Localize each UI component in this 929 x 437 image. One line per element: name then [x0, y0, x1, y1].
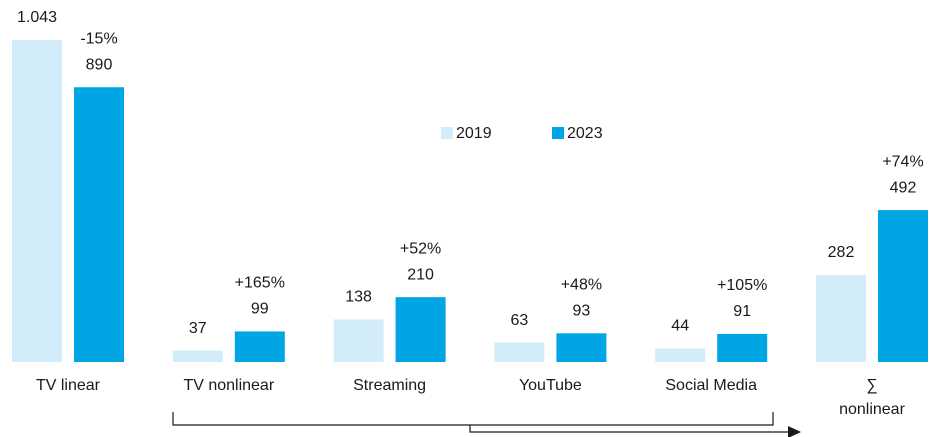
change-label: +74% [882, 153, 923, 170]
x-tick-label: TV linear [35, 377, 101, 394]
value-label: 138 [345, 289, 372, 306]
x-tick-label: YouTube [518, 377, 582, 394]
value-label: 210 [407, 266, 434, 283]
value-label: 1.043 [17, 9, 57, 26]
value-label: 99 [251, 301, 269, 318]
bar [395, 297, 446, 362]
bar [717, 333, 768, 362]
legend-label: 2023 [567, 125, 603, 142]
value-label: 44 [671, 318, 689, 335]
x-tick-label: ∑ nonlinear [839, 377, 905, 418]
legend-swatch [552, 127, 564, 139]
legend-label: 2019 [456, 125, 492, 142]
bar [172, 350, 223, 362]
bar [234, 331, 285, 362]
arrow-head [788, 426, 801, 437]
bracket [172, 412, 790, 433]
bar [494, 342, 545, 362]
bar [655, 348, 706, 362]
bar [74, 87, 124, 363]
bar [816, 274, 866, 362]
bar [333, 319, 384, 362]
value-label: 37 [189, 320, 207, 337]
change-label: +165% [235, 275, 285, 292]
value-label: 91 [733, 303, 751, 320]
bar [878, 210, 928, 362]
legend-swatch [441, 127, 453, 139]
value-label: 492 [890, 179, 917, 196]
bar [556, 333, 607, 362]
value-label: 282 [828, 244, 855, 261]
change-label: +52% [400, 240, 441, 257]
bar [12, 40, 62, 362]
bracket-line [172, 412, 774, 426]
change-label: -15% [80, 30, 117, 47]
arrow-line [469, 425, 790, 433]
x-tick-label: Streaming [353, 377, 427, 394]
x-tick-label: TV nonlinear [183, 377, 275, 394]
value-label: 93 [573, 303, 591, 320]
change-label: +48% [561, 277, 602, 294]
value-label: 890 [86, 56, 113, 73]
change-label: +105% [717, 277, 767, 294]
x-tick-label: Social Media [665, 377, 757, 394]
value-label: 63 [511, 312, 529, 329]
